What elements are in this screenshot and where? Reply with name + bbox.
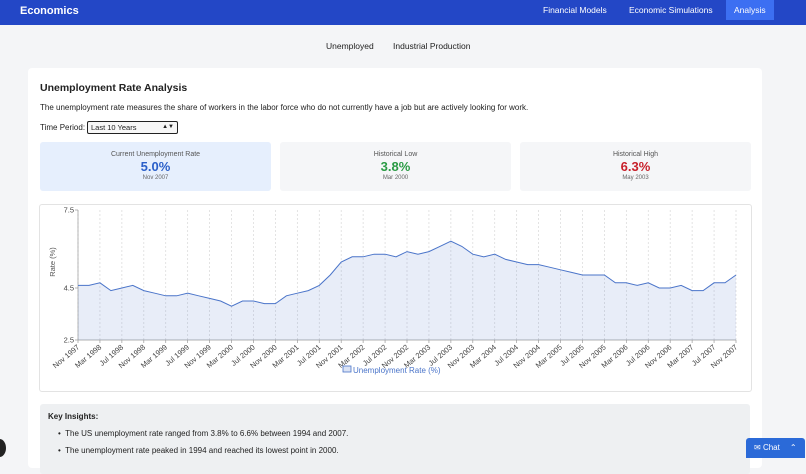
stat-label: Current Unemployment Rate <box>110 151 201 158</box>
nav-item[interactable]: Economic Simulations <box>629 5 713 15</box>
period-select[interactable]: Last 10 Years ▲▼ <box>87 121 178 134</box>
select-arrow: ▲▼ <box>162 124 174 130</box>
insight-text: The unemployment rate peaked in 1994 and… <box>65 446 339 455</box>
insight-item: • The US unemployment rate ranged from 3… <box>58 429 349 438</box>
legend-label: Unemployment Rate (%) <box>353 366 441 375</box>
section-title: Unemployment Rate Analysis <box>40 82 188 94</box>
stat-date: Mar 2000 <box>382 175 409 181</box>
nav-item[interactable]: Analysis <box>726 0 774 20</box>
brand[interactable]: Economics <box>20 5 79 17</box>
tab[interactable]: Unemployed <box>326 41 374 51</box>
stat-value: 5.0% <box>140 159 171 174</box>
stat-label: Historical High <box>612 151 659 158</box>
description: The unemployment rate measures the share… <box>40 103 529 112</box>
card: Unemployment Rate Analysis The unemploym… <box>28 68 762 474</box>
y-axis-label: Rate (%) <box>48 247 57 277</box>
chat-icon: ✉ <box>754 443 761 452</box>
stat-date: May 2003 <box>622 175 649 181</box>
select-value: Last 10 Years <box>91 123 137 132</box>
chat-button[interactable]: ✉ Chat ⌃ <box>746 438 805 458</box>
insight-item: • The unemployment rate peaked in 1994 a… <box>58 446 339 455</box>
area <box>78 241 736 340</box>
stat-card: Historical High 6.3% May 2003 <box>520 142 751 191</box>
chat-label: Chat <box>762 443 780 452</box>
insight-text: The US unemployment rate ranged from 3.8… <box>65 429 349 438</box>
navbar: Economics Financial Models Economic Simu… <box>0 0 806 25</box>
y-tick-label: 4.5 <box>64 284 74 293</box>
insights-title: Key Insights: <box>48 412 99 421</box>
insights: Key Insights: • The US unemployment rate… <box>40 404 750 474</box>
line <box>78 240 737 307</box>
chart-container <box>39 204 752 392</box>
stat-card: Current Unemployment Rate 5.0% Nov 2007 <box>40 142 271 191</box>
stat-label: Historical Low <box>373 151 418 158</box>
chevron: ⌃ <box>789 443 797 452</box>
nav-item[interactable]: Financial Models <box>543 5 607 15</box>
tab[interactable]: Industrial Production <box>393 41 471 51</box>
legend-swatch <box>342 365 352 373</box>
stat-date: Nov 2007 <box>142 175 169 181</box>
stat-value: 6.3% <box>620 159 651 174</box>
floating-button[interactable] <box>0 439 6 457</box>
y-tick-label: 2.5 <box>64 336 74 345</box>
stat-card: Historical Low 3.8% Mar 2000 <box>280 142 511 191</box>
y-tick-label: 7.5 <box>64 206 74 215</box>
filter-label: Time Period: <box>40 123 86 132</box>
stat-value: 3.8% <box>380 159 411 174</box>
